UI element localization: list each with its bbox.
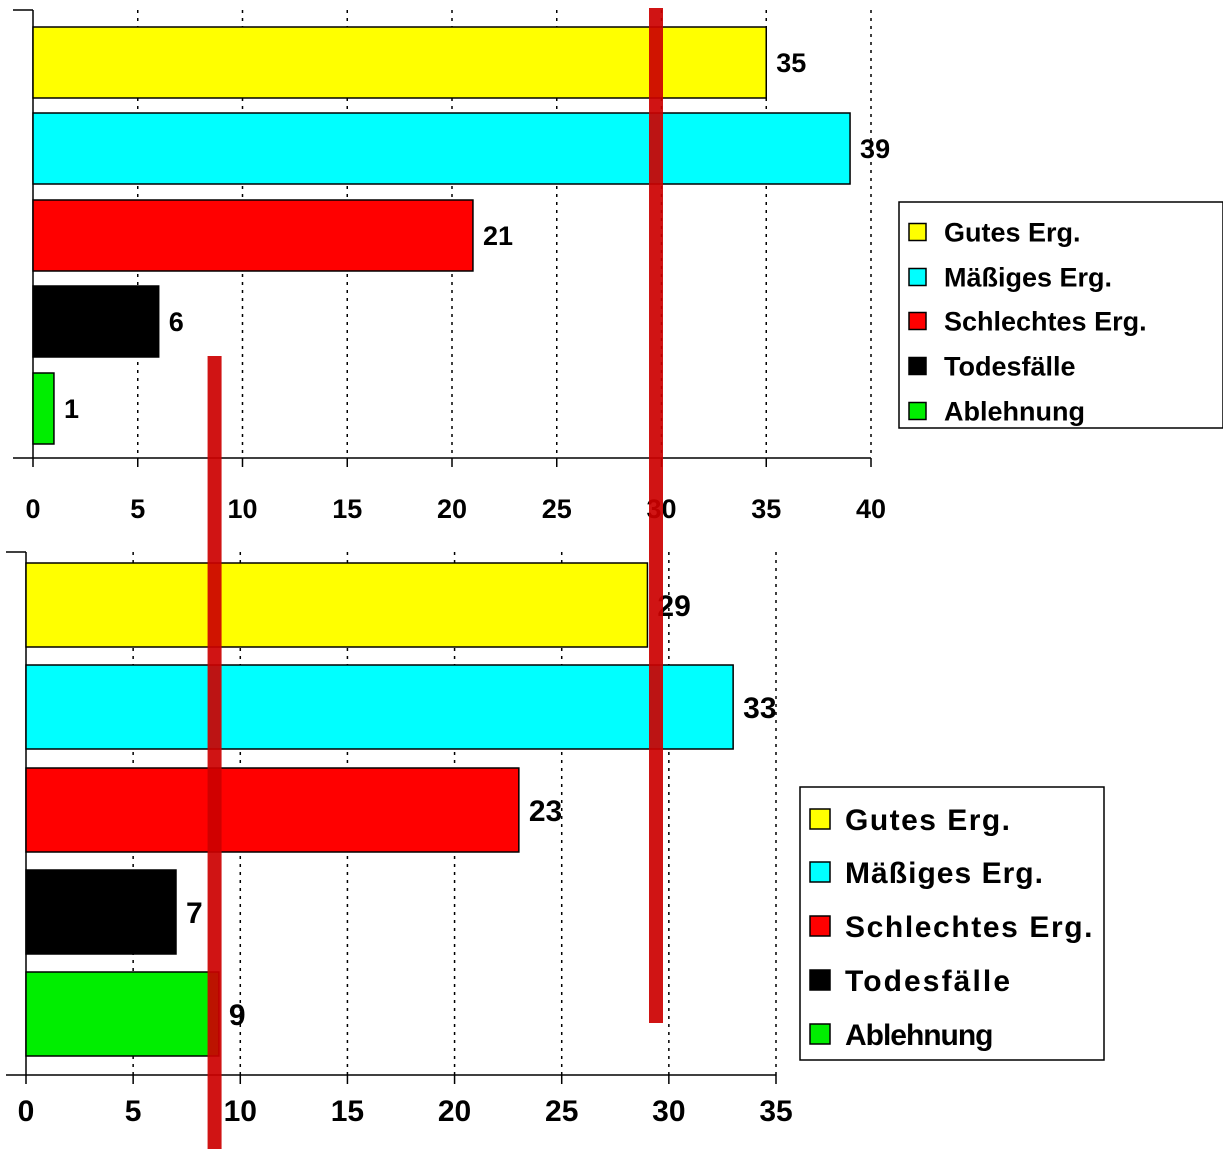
x-tick-label: 10	[224, 1095, 257, 1128]
overlay-lines	[207, 8, 663, 1149]
bar-4	[32, 285, 160, 358]
legend-label-5: Ablehnung	[944, 397, 1085, 427]
x-tick-label: 5	[130, 494, 145, 524]
bar-5	[32, 372, 55, 445]
legend-box	[898, 201, 1223, 429]
bar-2	[32, 112, 851, 185]
legend-swatch-1	[809, 808, 831, 830]
x-tick-label: 0	[25, 494, 40, 524]
x-tick-label: 30	[652, 1095, 685, 1128]
legend-swatch-2	[809, 861, 831, 883]
legend-label-4: Todesfälle	[845, 965, 1010, 998]
x-tick-label: 10	[227, 494, 257, 524]
data-label-1: 35	[776, 48, 806, 78]
data-label-4: 6	[169, 307, 184, 337]
legend-swatch-5	[809, 1023, 831, 1045]
legend-label-1: Gutes Erg.	[845, 804, 1010, 837]
bar-5	[25, 971, 220, 1057]
bar-4	[25, 869, 177, 955]
legend-label-2: Mäßiges Erg.	[845, 857, 1043, 890]
bar-3	[25, 767, 520, 853]
legend-swatch-1	[908, 222, 927, 242]
legend-label-2: Mäßiges Erg.	[944, 263, 1112, 293]
data-label-3: 23	[529, 795, 562, 828]
legend-label-5: Ablehnung	[845, 1019, 994, 1052]
legend-swatch-3	[809, 915, 831, 937]
x-tick-label: 40	[856, 494, 886, 524]
overlay-line-right	[649, 8, 663, 1023]
x-tick-label: 20	[437, 494, 467, 524]
bar-1	[32, 26, 767, 99]
x-tick-label: 20	[438, 1095, 471, 1128]
legend-box	[799, 786, 1105, 1061]
legend-label-1: Gutes Erg.	[944, 218, 1081, 248]
legend-swatch-3	[908, 311, 927, 331]
data-label-5: 9	[229, 999, 246, 1032]
legend-label-3: Schlechtes Erg.	[944, 307, 1147, 337]
x-tick-label: 25	[542, 494, 572, 524]
x-tick-label: 15	[332, 494, 362, 524]
data-label-2: 33	[743, 692, 776, 725]
data-label-3: 21	[483, 221, 513, 251]
legend-swatch-4	[908, 356, 927, 376]
x-tick-label: 35	[751, 494, 781, 524]
overlay-line-left	[207, 356, 222, 1149]
bar-3	[32, 199, 474, 272]
legend-swatch-2	[908, 267, 927, 287]
legend-label-3: Schlechtes Erg.	[845, 911, 1093, 944]
legend-swatch-4	[809, 969, 831, 991]
x-tick-label: 0	[18, 1095, 35, 1128]
data-label-2: 39	[860, 134, 890, 164]
data-label-4: 7	[186, 897, 203, 930]
x-tick-label: 35	[759, 1095, 792, 1128]
legend-label-4: Todesfälle	[944, 352, 1076, 382]
bar-2	[25, 664, 734, 750]
x-tick-label: 5	[125, 1095, 142, 1128]
bar-1	[25, 562, 649, 648]
legend-swatch-5	[908, 401, 927, 421]
x-tick-label: 25	[545, 1095, 578, 1128]
x-tick-label: 15	[331, 1095, 364, 1128]
data-label-5: 1	[64, 394, 79, 424]
chart-top: 051015202530354035392161Gutes Erg.Mäßige…	[13, 9, 1223, 524]
